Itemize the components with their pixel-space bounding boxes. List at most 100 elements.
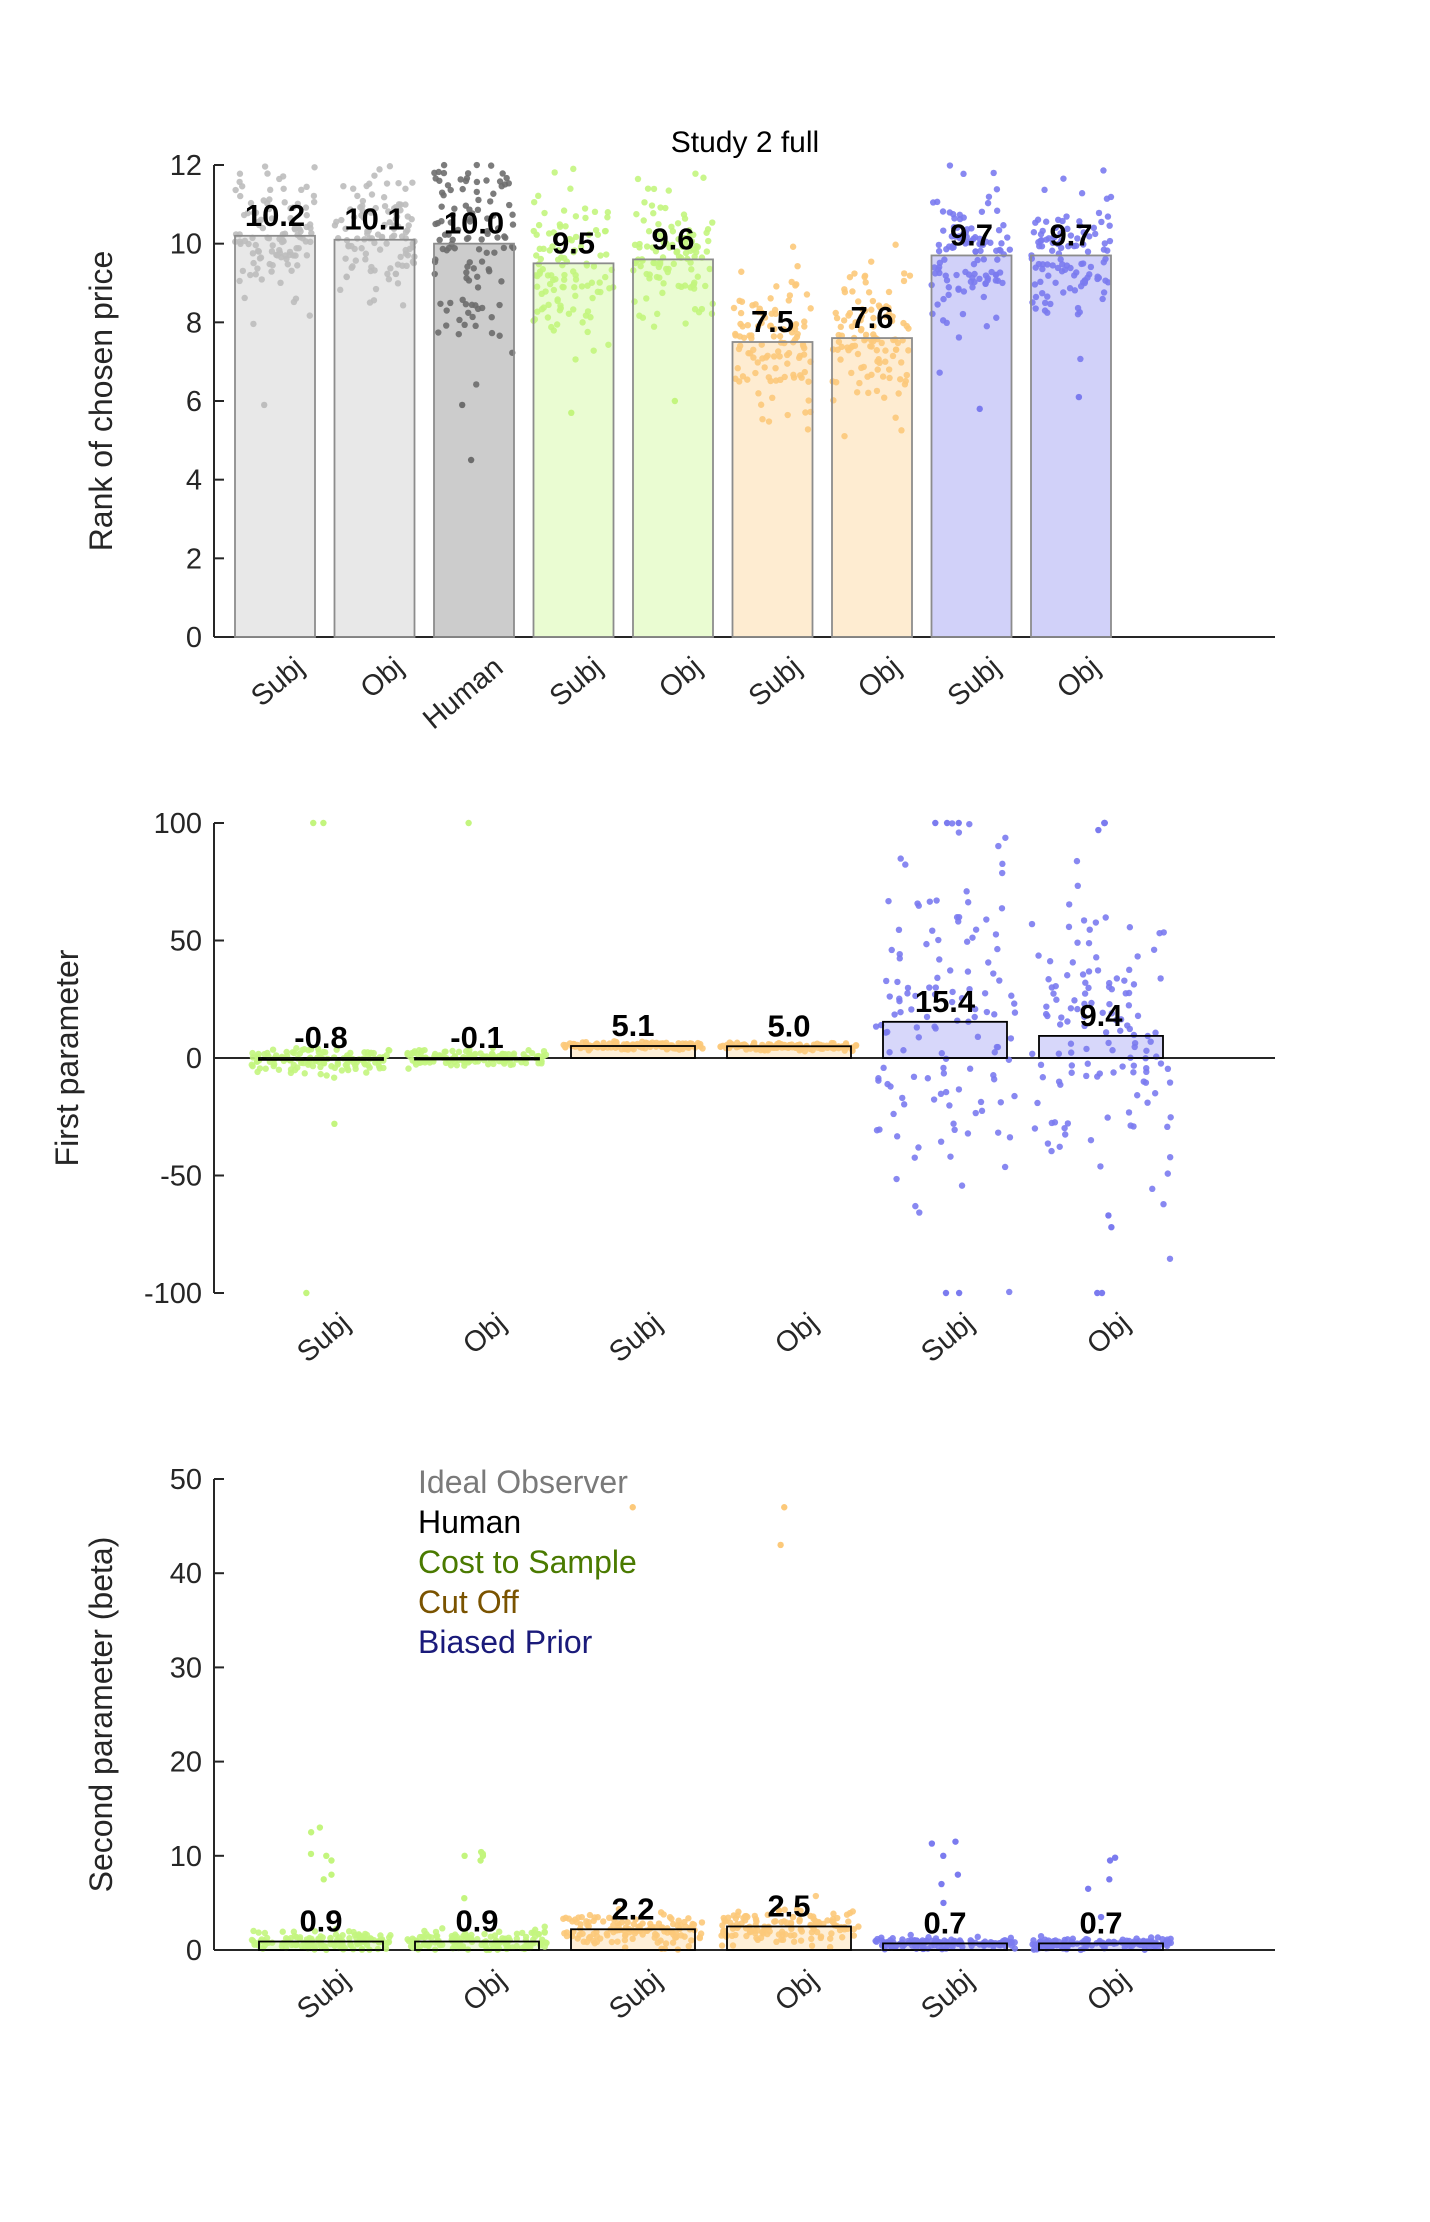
- data-point: [965, 271, 973, 278]
- data-point: [994, 277, 1002, 284]
- data-point: [888, 946, 895, 954]
- data-point: [932, 819, 939, 827]
- data-point: [773, 283, 780, 290]
- data-point: [310, 198, 318, 206]
- data-point: [1126, 966, 1133, 974]
- data-point: [293, 245, 300, 252]
- bar: [570, 1045, 696, 1059]
- data-point: [345, 1928, 353, 1935]
- data-point: [449, 1047, 456, 1055]
- data-point: [499, 170, 506, 177]
- data-point: [248, 1061, 255, 1068]
- data-point: [803, 291, 811, 298]
- data-point: [261, 163, 269, 170]
- bar: [1038, 1942, 1164, 1951]
- data-point: [362, 250, 370, 257]
- data-point: [848, 369, 855, 377]
- x-tick-label: Obj: [852, 651, 907, 705]
- data-point: [473, 188, 480, 196]
- data-point: [1034, 216, 1042, 223]
- bar: [726, 1045, 852, 1059]
- data-point: [1068, 1062, 1076, 1069]
- data-point: [744, 321, 752, 329]
- data-point: [383, 240, 390, 247]
- data-point: [385, 208, 392, 215]
- data-point: [634, 175, 642, 183]
- data-point: [1048, 1119, 1056, 1127]
- data-point: [886, 374, 893, 382]
- data-point: [554, 296, 561, 303]
- data-point: [571, 284, 578, 291]
- data-point: [1106, 222, 1113, 229]
- data-point: [757, 401, 765, 408]
- data-point: [1043, 236, 1050, 243]
- data-point: [1001, 1163, 1009, 1171]
- data-point: [845, 1918, 852, 1925]
- data-point: [1038, 243, 1046, 250]
- data-point: [266, 196, 273, 203]
- data-point: [750, 354, 757, 361]
- data-point: [1008, 992, 1015, 999]
- data-point: [976, 235, 983, 243]
- data-point: [641, 199, 648, 206]
- data-point: [958, 1182, 966, 1189]
- data-point: [590, 347, 597, 354]
- data-point: [340, 182, 347, 190]
- data-point: [849, 288, 856, 295]
- data-point: [1102, 255, 1109, 263]
- data-point: [694, 273, 701, 280]
- data-point: [359, 202, 366, 210]
- data-point: [594, 288, 602, 296]
- data-point: [1110, 1069, 1117, 1076]
- data-point: [946, 162, 954, 169]
- data-point: [650, 323, 658, 330]
- data-point: [1046, 958, 1054, 965]
- data-point: [583, 1918, 590, 1925]
- data-point: [865, 389, 872, 397]
- data-point: [1095, 826, 1102, 834]
- data-point: [736, 378, 743, 385]
- data-point: [1092, 919, 1100, 926]
- data-point: [294, 200, 301, 207]
- data-point: [801, 323, 808, 330]
- data-point: [976, 405, 983, 413]
- data-point: [316, 1824, 324, 1831]
- data-point: [545, 301, 552, 309]
- data-point: [1002, 834, 1009, 841]
- data-point: [256, 255, 264, 262]
- scatter-points: [928, 162, 1014, 413]
- data-point: [1056, 1021, 1064, 1028]
- data-point: [1077, 355, 1084, 363]
- data-point: [1029, 1050, 1036, 1058]
- data-point: [1059, 261, 1066, 268]
- data-point: [744, 376, 751, 383]
- data-point: [1011, 1092, 1018, 1100]
- data-point: [443, 322, 450, 329]
- data-point: [1130, 1123, 1137, 1130]
- data-point: [290, 1049, 298, 1057]
- data-point: [279, 1928, 286, 1935]
- data-point: [939, 208, 947, 215]
- data-point: [465, 277, 473, 284]
- data-point: [1106, 237, 1114, 245]
- data-point: [496, 178, 504, 185]
- data-point: [893, 1175, 900, 1183]
- data-label: 15.4: [915, 984, 976, 1019]
- data-point: [1032, 293, 1040, 301]
- data-point: [904, 984, 912, 992]
- data-point: [261, 1929, 269, 1937]
- data-point: [1100, 246, 1108, 253]
- data-point: [602, 273, 609, 281]
- data-point: [660, 239, 667, 246]
- data-point: [610, 1038, 618, 1045]
- data-point: [868, 306, 875, 313]
- data-label: 7.5: [751, 304, 794, 339]
- data-point: [968, 237, 975, 244]
- data-point: [933, 897, 940, 904]
- data-point: [371, 267, 378, 274]
- data-point: [284, 261, 291, 268]
- data-point: [1055, 1078, 1063, 1085]
- bar: [414, 1940, 540, 1951]
- data-point: [907, 1931, 914, 1939]
- data-point: [247, 271, 254, 279]
